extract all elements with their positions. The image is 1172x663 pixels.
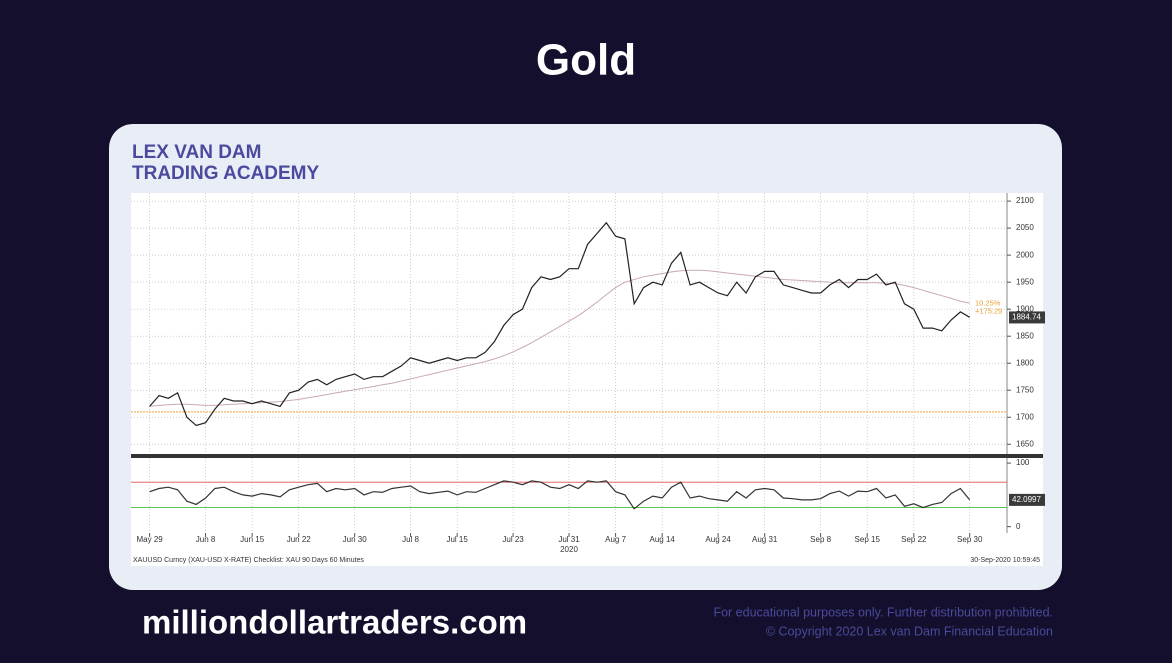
x-tick-label: Jun 8	[196, 535, 216, 544]
x-tick-label: Sep 30	[957, 535, 983, 544]
x-tick-label: Jun 30	[343, 535, 368, 544]
x-tick-label: Jul 31	[558, 535, 580, 544]
slide-title: Gold	[536, 36, 636, 85]
chart-area	[131, 193, 1043, 566]
x-tick-label: Jul 23	[502, 535, 524, 544]
last-value-label: 1884.74	[1012, 313, 1041, 322]
y-tick-label: 1850	[1016, 331, 1034, 340]
site: milliondollartraders.com	[142, 604, 527, 641]
x-tick-label: Jun 15	[240, 535, 265, 544]
x-tick-label: Sep 15	[855, 535, 881, 544]
last-value-label: 42.0997	[1012, 495, 1041, 504]
y-tick-label: 1900	[1016, 304, 1034, 313]
price-line	[149, 480, 971, 510]
y-tick-label: 2100	[1016, 196, 1034, 205]
y-tick-label: 1800	[1016, 358, 1034, 367]
y-tick-label: 0	[1016, 522, 1021, 531]
x-tick-label: Aug 24	[705, 535, 731, 544]
x-tick-label: Jul 8	[402, 535, 419, 544]
x-tick-label: Sep 8	[810, 535, 831, 544]
panel-separator	[131, 454, 1043, 458]
annotation: +175.29	[975, 306, 1002, 315]
y-tick-label: 1950	[1016, 277, 1034, 286]
moving-average	[149, 269, 970, 407]
y-tick-label: 1750	[1016, 385, 1034, 394]
y-tick-label: 2050	[1016, 223, 1034, 232]
logo-line2: TRADING ACADEMY	[132, 163, 320, 184]
x-tick-label: Sep 22	[901, 535, 927, 544]
x-tick-label: Jun 22	[287, 535, 312, 544]
x-tick-label: Aug 14	[650, 535, 676, 544]
last-value-box	[1009, 311, 1045, 324]
y-tick-label: 2000	[1016, 250, 1034, 259]
source: XAUUSD Curncy (XAU-USD X-RATE) Checklist…	[133, 557, 364, 564]
y-tick-label: 1650	[1016, 439, 1034, 448]
year-label: 2020	[560, 545, 578, 554]
price-line	[149, 221, 971, 427]
y-tick-label: 1700	[1016, 412, 1034, 421]
timestamp: 30-Sep-2020 10:59:45	[970, 557, 1040, 564]
last-value-box	[1009, 493, 1045, 506]
y-tick-label: 100	[1016, 458, 1030, 467]
disclaimer: For educational purposes only. Further d…	[713, 605, 1053, 619]
x-tick-label: Aug 7	[605, 535, 626, 544]
logo-line1: LEX VAN DAM	[132, 142, 261, 163]
annotation: 10.25%	[975, 298, 1001, 307]
x-tick-label: Aug 31	[752, 535, 778, 544]
x-tick-label: Jul 15	[446, 535, 468, 544]
copyright: © Copyright 2020 Lex van Dam Financial E…	[766, 624, 1053, 638]
x-tick-label: May 29	[137, 535, 164, 544]
